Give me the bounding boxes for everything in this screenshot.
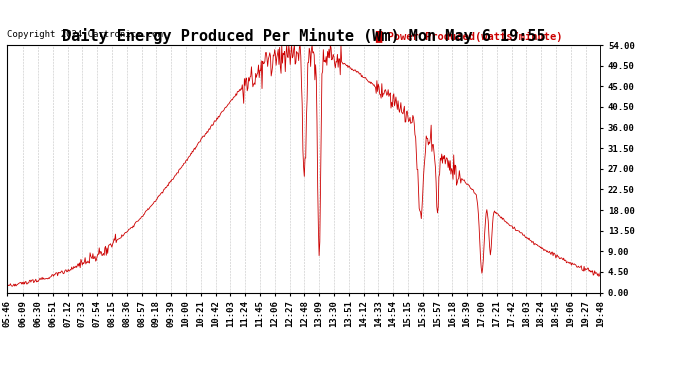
Title: Daily Energy Produced Per Minute (Wm) Mon May 6 19:55: Daily Energy Produced Per Minute (Wm) Mo…	[62, 28, 545, 44]
Text: Copyright 2024 Cartronics.com: Copyright 2024 Cartronics.com	[7, 30, 163, 39]
Text: █ Power Produced(watts/minute): █ Power Produced(watts/minute)	[375, 30, 562, 42]
